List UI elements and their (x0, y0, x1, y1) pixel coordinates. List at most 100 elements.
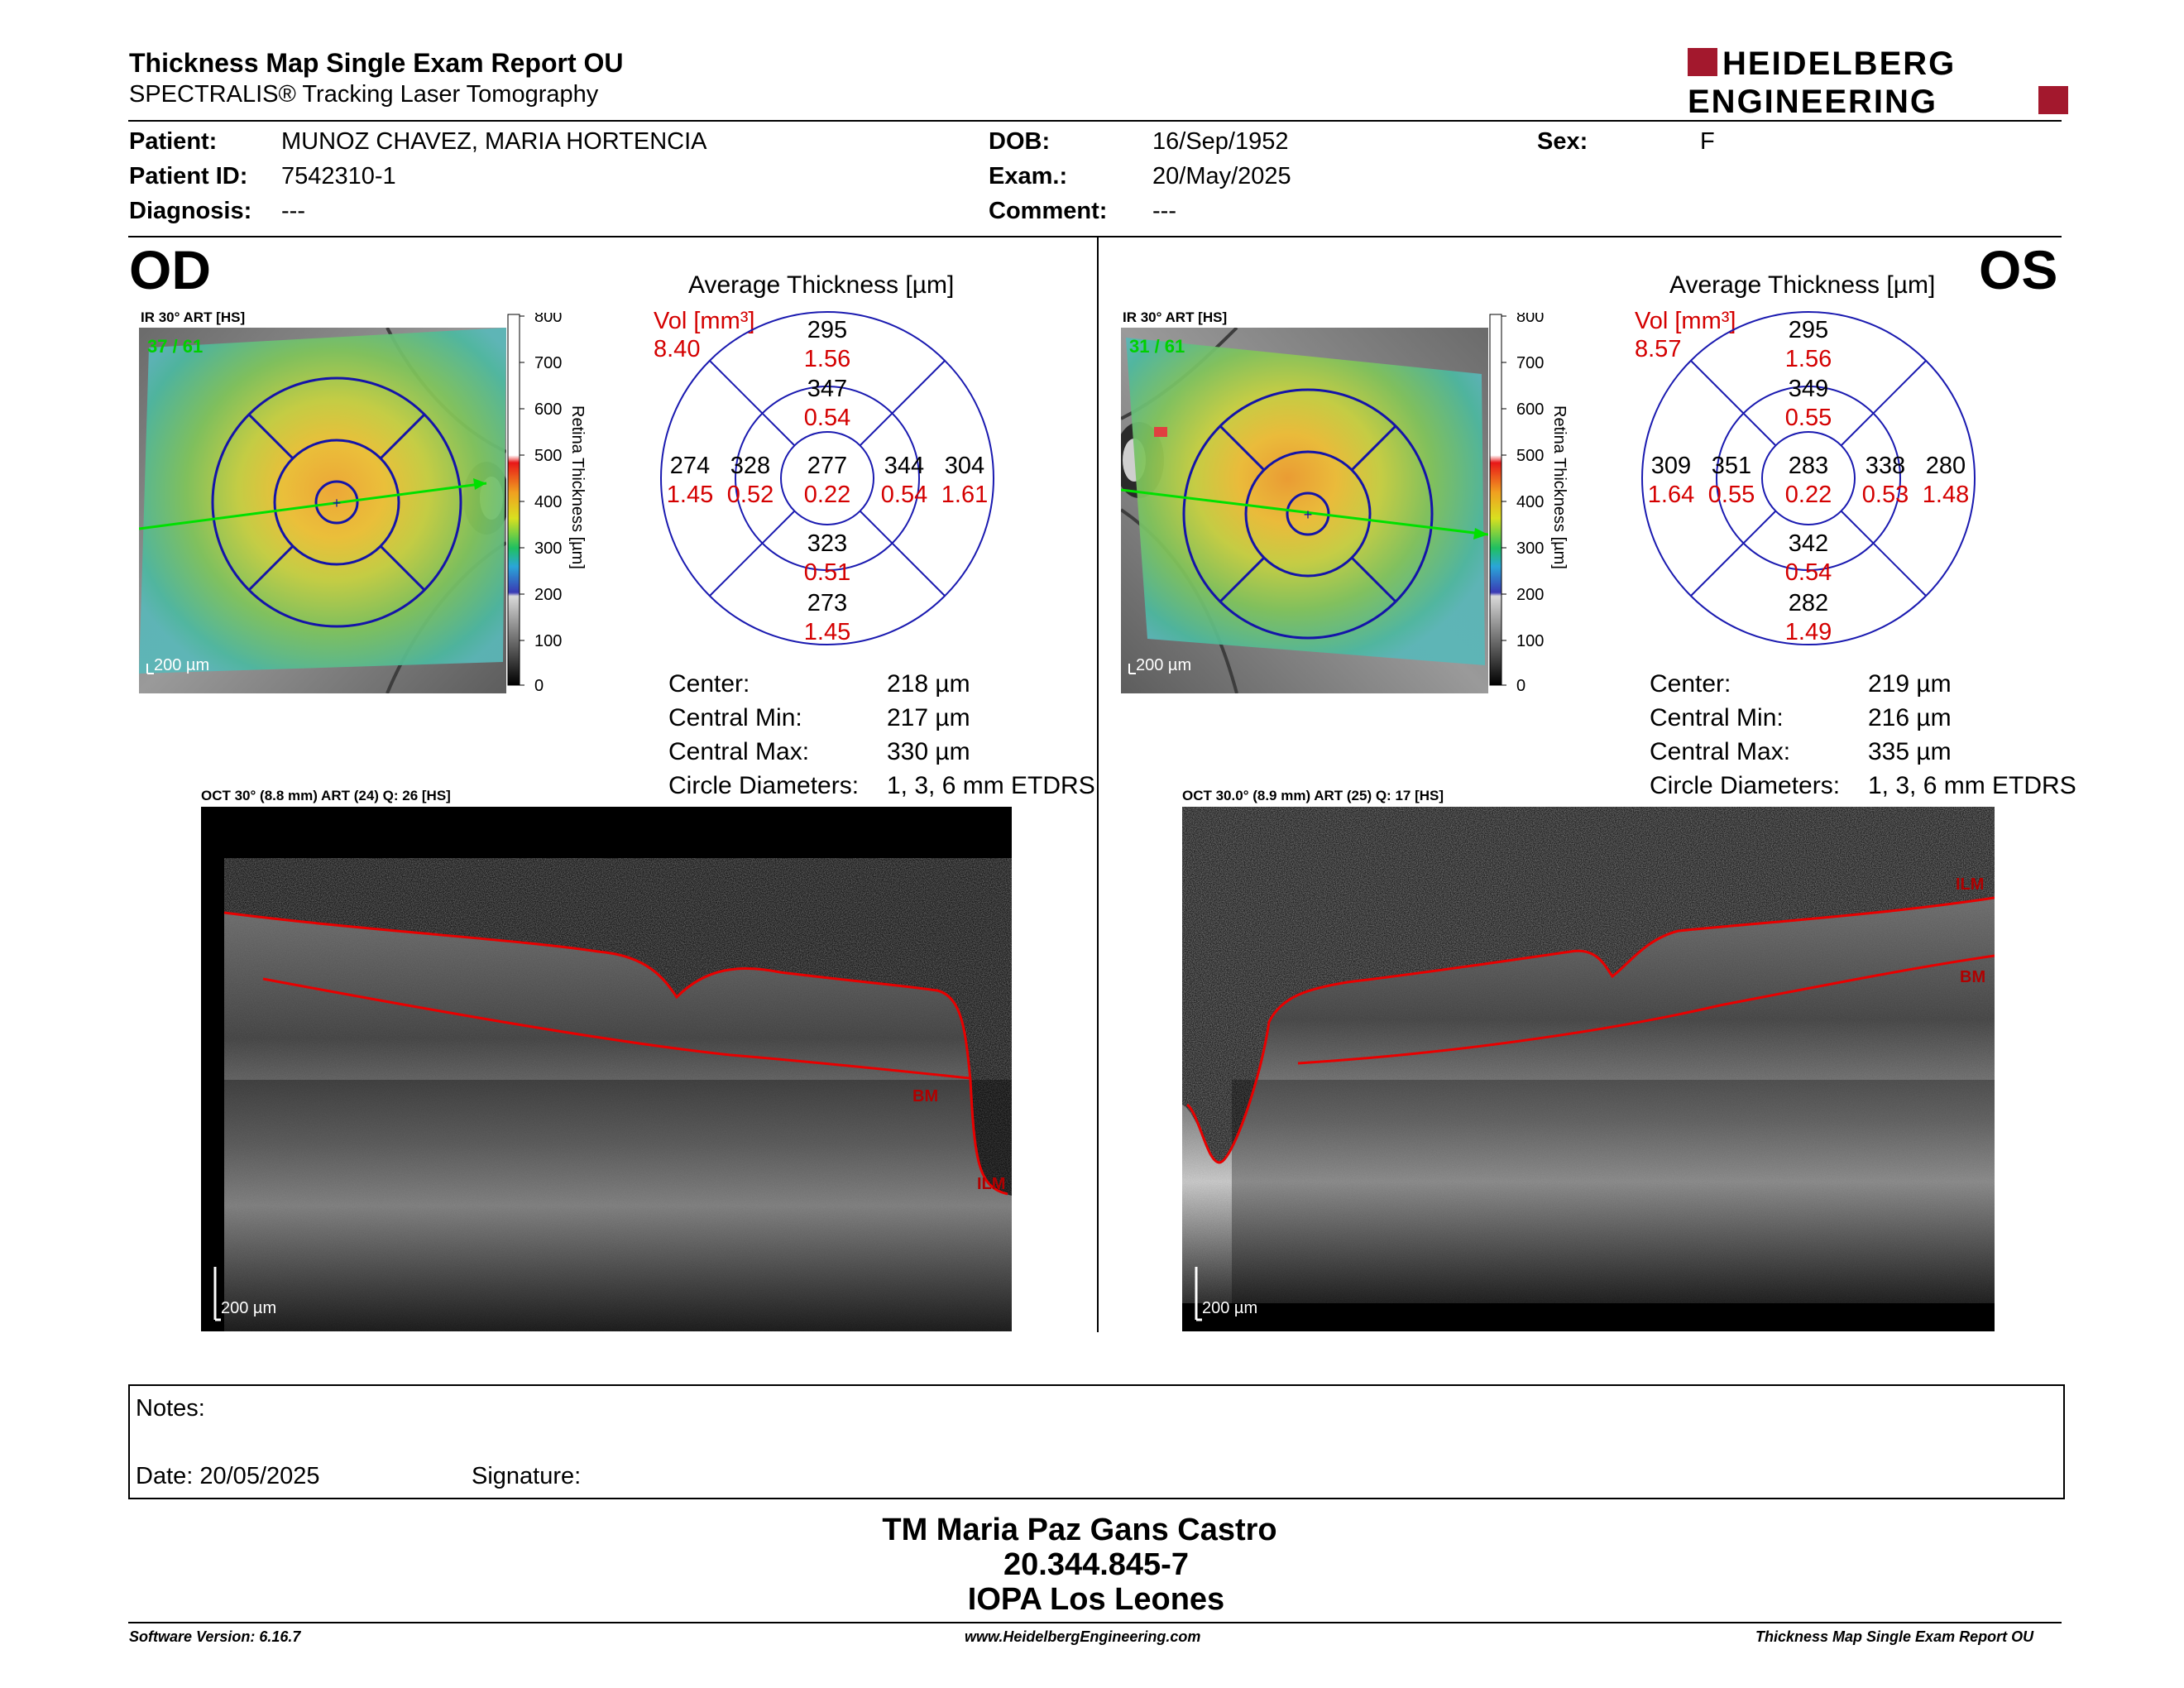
comment-value: --- (1152, 198, 1176, 224)
svg-text:700: 700 (1516, 354, 1544, 372)
svg-text:100: 100 (1516, 632, 1544, 650)
od-etdrs-grid: 295 1.56 347 0.54 274 1.45 328 0.52 277 … (660, 311, 994, 645)
svg-text:300: 300 (1516, 539, 1544, 558)
svg-text:295: 295 (1789, 317, 1828, 343)
os-stat-center-label: Center: (1650, 670, 1731, 698)
os-stat-min-label: Central Min: (1650, 704, 1784, 731)
od-vol-value: 8.40 (654, 336, 701, 362)
svg-text:309: 309 (1651, 453, 1691, 479)
svg-text:323: 323 (807, 530, 847, 557)
od-stat-max-value: 330 µm (887, 738, 970, 765)
os-thickness-map: + 31 / 61 200 µm (1121, 328, 1488, 693)
dob-value: 16/Sep/1952 (1152, 128, 1289, 155)
svg-text:1.56: 1.56 (1785, 346, 1832, 372)
svg-text:304: 304 (945, 453, 984, 479)
os-thickness-scale: 800 700 600 500 400 300 200 100 0 Retina… (1489, 313, 1569, 695)
os-ir-scale-bar: 200 µm (1136, 656, 1191, 674)
svg-text:400: 400 (1516, 493, 1544, 511)
svg-text:200: 200 (534, 586, 562, 604)
patient-name: MUNOZ CHAVEZ, MARIA HORTENCIA (281, 128, 707, 155)
svg-text:349: 349 (1789, 376, 1828, 402)
svg-text:347: 347 (807, 376, 847, 402)
svg-text:0.55: 0.55 (1708, 482, 1755, 508)
svg-text:100: 100 (534, 632, 562, 650)
svg-text:1.48: 1.48 (1923, 482, 1969, 508)
od-oct-caption: OCT 30° (8.8 mm) ART (24) Q: 26 [HS] (201, 788, 451, 803)
svg-text:277: 277 (807, 453, 847, 479)
svg-text:0.54: 0.54 (804, 405, 850, 431)
svg-text:+: + (333, 495, 342, 511)
os-ilm-label: ILM (1956, 875, 1984, 894)
svg-text:328: 328 (730, 453, 770, 479)
svg-text:0: 0 (534, 677, 544, 695)
eye-label-os: OS (1979, 239, 2058, 300)
os-ir-caption: IR 30° ART [HS] (1123, 309, 1228, 325)
os-oct-bscan: ILM BM 200 µm (1182, 807, 1995, 1331)
os-stat-diam-value: 1, 3, 6 mm ETDRS (1868, 772, 2076, 799)
signature-name: TM Maria Paz Gans Castro (882, 1513, 1277, 1547)
footer-website[interactable]: www.HeidelbergEngineering.com (965, 1628, 1201, 1645)
od-vol-label: Vol [mm³] (654, 308, 755, 334)
svg-text:280: 280 (1926, 453, 1966, 479)
svg-text:282: 282 (1789, 590, 1828, 616)
od-stat-min-value: 217 µm (887, 704, 970, 731)
od-stat-max-label: Central Max: (668, 738, 810, 765)
svg-text:600: 600 (534, 400, 562, 419)
patient-id-label: Patient ID: (129, 163, 248, 189)
svg-text:274: 274 (670, 453, 710, 479)
os-stat-max-value: 335 µm (1868, 738, 1952, 765)
od-ir-counter: 37 / 61 (147, 336, 203, 357)
exam-label: Exam.: (989, 163, 1068, 189)
dob-label: DOB: (989, 128, 1051, 155)
svg-text:0.54: 0.54 (881, 482, 927, 508)
svg-text:0.54: 0.54 (1785, 559, 1832, 586)
svg-text:Retina Thickness [µm]: Retina Thickness [µm] (568, 405, 587, 569)
svg-text:1.56: 1.56 (804, 346, 850, 372)
svg-text:344: 344 (884, 453, 924, 479)
diagnosis-value: --- (281, 198, 305, 224)
svg-text:500: 500 (534, 447, 562, 465)
od-ir-scale-bar: 200 µm (154, 656, 209, 674)
comment-label: Comment: (989, 198, 1108, 224)
svg-text:0.55: 0.55 (1785, 405, 1832, 431)
svg-text:600: 600 (1516, 400, 1544, 419)
od-stat-center-value: 218 µm (887, 670, 970, 698)
od-stat-center-label: Center: (668, 670, 750, 698)
notes-signature-label: Signature: (472, 1463, 582, 1489)
os-vol-value: 8.57 (1635, 336, 1682, 362)
svg-text:1.45: 1.45 (667, 482, 713, 508)
od-ir-caption: IR 30° ART [HS] (141, 309, 246, 325)
svg-text:342: 342 (1789, 530, 1828, 557)
od-average-thickness-title: Average Thickness [µm] (688, 271, 955, 299)
svg-text:0.51: 0.51 (804, 559, 850, 586)
svg-text:351: 351 (1712, 453, 1751, 479)
heidelberg-logo: HEIDELBERG ENGINEERING (1688, 46, 2068, 117)
svg-text:400: 400 (534, 493, 562, 511)
os-oct-caption: OCT 30.0° (8.9 mm) ART (25) Q: 17 [HS] (1182, 788, 1444, 803)
report-title: Thickness Map Single Exam Report OU (129, 48, 624, 78)
svg-text:0.52: 0.52 (727, 482, 774, 508)
svg-text:1.61: 1.61 (941, 482, 988, 508)
svg-text:283: 283 (1789, 453, 1828, 479)
sex-label: Sex: (1537, 128, 1588, 155)
svg-text:338: 338 (1866, 453, 1905, 479)
od-thickness-map: + 37 / 61 200 µm (139, 328, 506, 693)
svg-text:295: 295 (807, 317, 847, 343)
svg-text:1.49: 1.49 (1785, 619, 1832, 645)
svg-text:273: 273 (807, 590, 847, 616)
svg-text:ENGINEERING: ENGINEERING (1688, 84, 1937, 117)
svg-text:+: + (1304, 506, 1313, 523)
svg-text:700: 700 (534, 354, 562, 372)
os-stat-max-label: Central Max: (1650, 738, 1791, 765)
svg-text:0.53: 0.53 (1862, 482, 1909, 508)
od-stat-diam-value: 1, 3, 6 mm ETDRS (887, 772, 1095, 799)
os-ir-counter: 31 / 61 (1129, 336, 1185, 357)
svg-text:200: 200 (1516, 586, 1544, 604)
center-divider (1097, 237, 1099, 1332)
svg-text:0: 0 (1516, 677, 1525, 695)
svg-text:1.45: 1.45 (804, 619, 850, 645)
od-thickness-scale: 800 700 600 500 400 300 200 100 0 Retina… (507, 313, 587, 695)
od-oct-bscan: BM ILM 200 µm (201, 807, 1012, 1331)
eye-label-od: OD (129, 239, 211, 300)
os-oct-scale-bar: 200 µm (1202, 1299, 1257, 1317)
